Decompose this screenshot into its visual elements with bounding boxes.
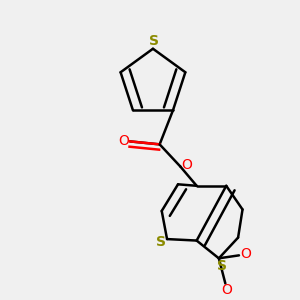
Text: O: O	[221, 283, 232, 297]
Text: S: S	[217, 259, 227, 273]
Text: S: S	[155, 235, 166, 249]
Text: O: O	[118, 134, 129, 148]
Text: O: O	[240, 247, 251, 261]
Text: O: O	[182, 158, 192, 172]
Text: S: S	[149, 34, 159, 48]
